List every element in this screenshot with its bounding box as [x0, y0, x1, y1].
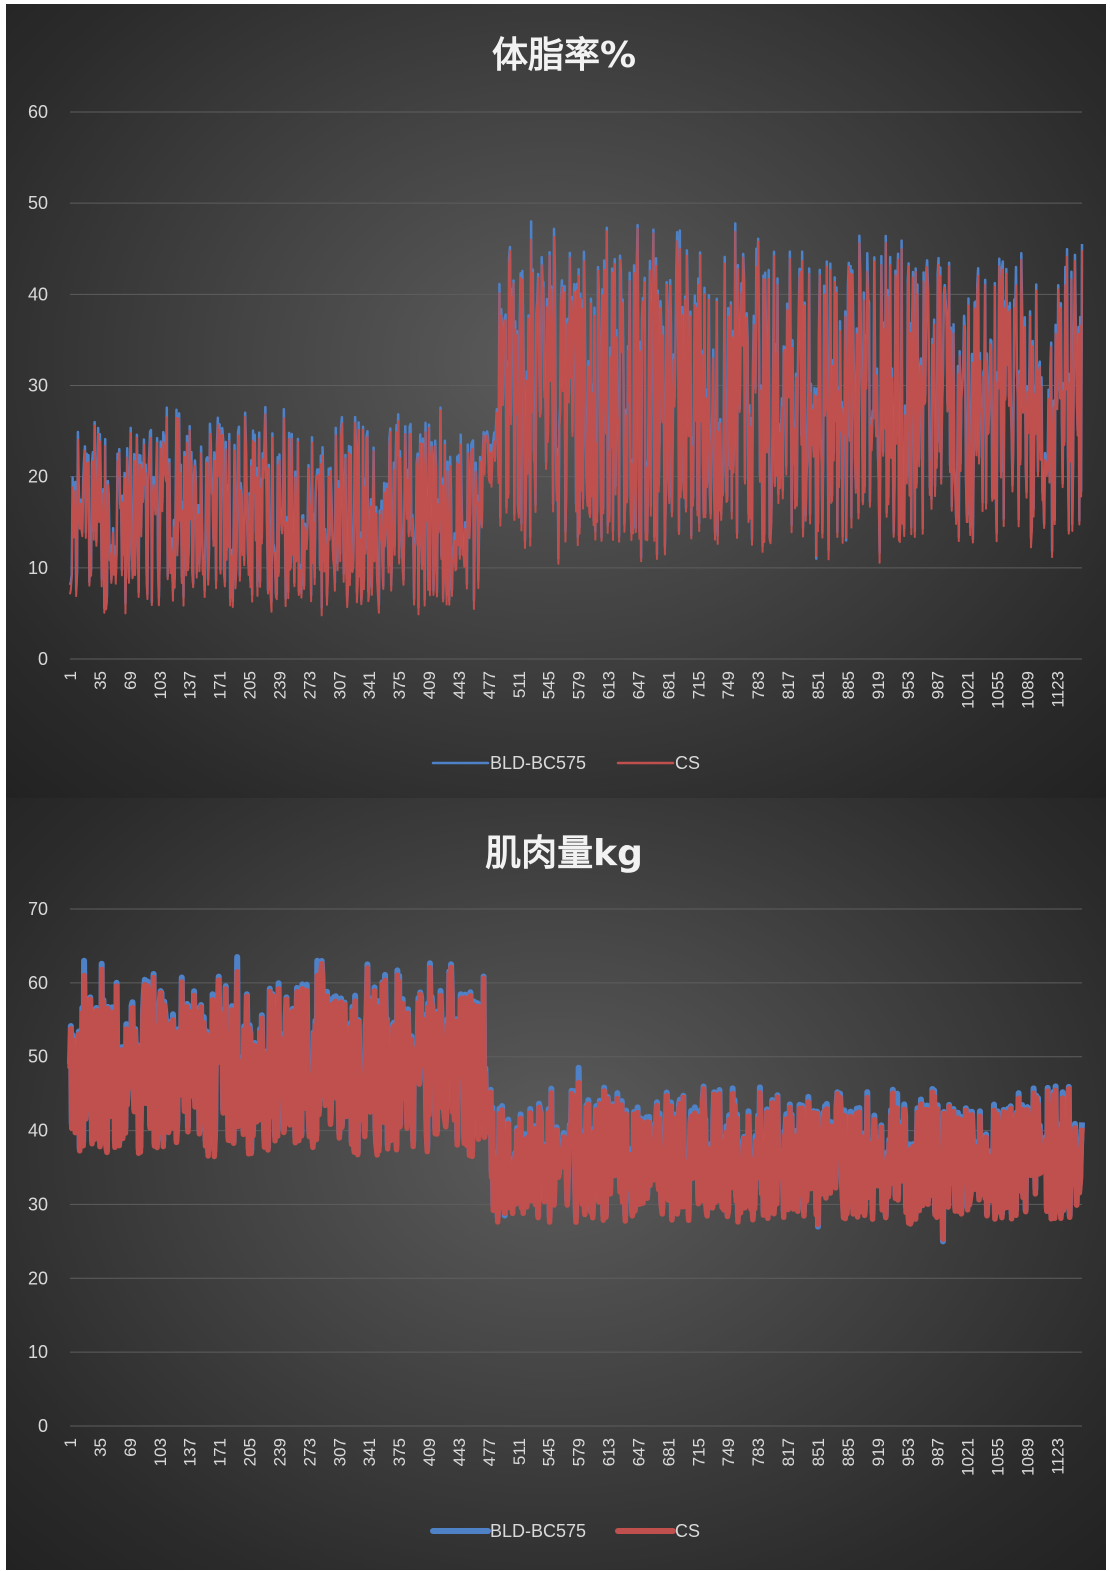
series-line-cs [69, 227, 1083, 617]
x-tick-label: 477 [480, 671, 499, 699]
x-tick-label: 137 [181, 671, 200, 699]
x-tick-label: 1021 [959, 671, 978, 709]
x-tick-label: 783 [749, 1438, 768, 1466]
x-tick-label: 1 [61, 1438, 80, 1447]
y-tick-label: 10 [28, 1342, 48, 1362]
x-tick-label: 171 [211, 671, 230, 699]
x-tick-label: 885 [839, 1438, 858, 1466]
x-tick-label: 613 [600, 671, 619, 699]
y-tick-label: 20 [28, 467, 48, 487]
x-tick-label: 885 [839, 671, 858, 699]
x-tick-label: 103 [151, 671, 170, 699]
x-tick-label: 749 [719, 1438, 738, 1466]
legend-label-cs: CS [675, 753, 700, 773]
chart-panel-body-fat: 体脂率% 0 10 20 30 40 50 60 1 35 69 103 137 171 205 239 273… [6, 4, 1106, 798]
x-tick-label: 205 [241, 1438, 260, 1466]
x-tick-label: 545 [540, 1438, 559, 1466]
x-tick-label: 205 [241, 671, 260, 699]
x-tick-label: 307 [330, 1438, 349, 1466]
x-tick-label: 69 [121, 1438, 140, 1457]
chart-muscle-mass: 肌肉量kg 0 10 20 30 40 50 60 70 1 35 69 103 137 171 205 239… [28, 833, 1085, 1541]
x-tick-label: 613 [600, 1438, 619, 1466]
y-tick-label: 30 [28, 376, 48, 396]
y-tick-label: 30 [28, 1194, 48, 1214]
x-tick-label: 1055 [989, 1438, 1008, 1476]
y-tick-label: 60 [28, 973, 48, 993]
y-tick-label: 50 [28, 193, 48, 213]
x-tick-label: 987 [929, 1438, 948, 1466]
x-tick-label: 375 [390, 1438, 409, 1466]
x-tick-label: 681 [659, 671, 678, 699]
x-tick-label: 69 [121, 671, 140, 690]
x-tick-label: 341 [360, 671, 379, 699]
x-tick-label: 375 [390, 671, 409, 699]
x-tick-label: 443 [450, 1438, 469, 1466]
y-tick-label: 0 [38, 649, 48, 669]
y-tick-label: 60 [28, 102, 48, 122]
x-tick-label: 953 [899, 1438, 918, 1466]
x-tick-label: 409 [420, 671, 439, 699]
x-tick-label: 715 [689, 1438, 708, 1466]
x-tick-label: 647 [629, 671, 648, 699]
y-tick-label: 40 [28, 284, 48, 304]
x-tick-label: 715 [689, 671, 708, 699]
x-tick-label: 409 [420, 1438, 439, 1466]
x-tick-label: 579 [570, 671, 589, 699]
x-tick-label: 1055 [989, 671, 1008, 709]
x-tick-label: 273 [300, 1438, 319, 1466]
x-tick-label: 443 [450, 671, 469, 699]
x-tick-label: 545 [540, 671, 559, 699]
y-tick-label: 40 [28, 1121, 48, 1141]
x-tick-label: 239 [270, 671, 289, 699]
x-tick-label: 477 [480, 1438, 499, 1466]
x-tick-label: 919 [869, 671, 888, 699]
x-tick-label: 137 [181, 1438, 200, 1466]
x-tick-label: 851 [809, 1438, 828, 1466]
x-tick-label: 1123 [1048, 671, 1067, 708]
chart-title: 体脂率% [492, 35, 636, 76]
y-tick-label: 10 [28, 558, 48, 578]
x-tick-label: 307 [330, 671, 349, 699]
x-tick-label: 239 [270, 1438, 289, 1466]
x-tick-label: 511 [510, 1438, 529, 1465]
x-tick-label: 171 [211, 1438, 230, 1466]
x-tick-label: 103 [151, 1438, 170, 1466]
x-tick-label: 341 [360, 1438, 379, 1466]
x-tick-label: 987 [929, 671, 948, 699]
x-tick-label: 647 [629, 1438, 648, 1466]
x-tick-label: 919 [869, 1438, 888, 1466]
x-tick-label: 953 [899, 671, 918, 699]
x-tick-label: 1 [61, 671, 80, 680]
legend-label-cs: CS [675, 1521, 700, 1541]
x-tick-label: 35 [91, 671, 110, 690]
x-tick-label: 851 [809, 671, 828, 699]
x-tick-label: 817 [779, 1438, 798, 1466]
y-tick-label: 20 [28, 1268, 48, 1288]
x-tick-label: 273 [300, 671, 319, 699]
chart-panel-muscle-mass: 肌肉量kg 0 10 20 30 40 50 60 70 1 35 69 103 137 171 205 239… [6, 798, 1106, 1570]
y-tick-label: 70 [28, 899, 48, 919]
x-tick-label: 511 [510, 671, 529, 698]
x-tick-label: 817 [779, 671, 798, 699]
series-line-cs [67, 961, 1085, 1242]
y-tick-label: 50 [28, 1047, 48, 1067]
y-tick-label: 0 [38, 1416, 48, 1436]
legend-label-bld-bc575: BLD-BC575 [490, 753, 586, 773]
chart-body-fat: 体脂率% 0 10 20 30 40 50 60 1 35 69 103 137 171 205 239 273… [28, 35, 1084, 773]
x-tick-label: 579 [570, 1438, 589, 1466]
x-tick-label: 1089 [1018, 671, 1037, 709]
x-tick-label: 35 [91, 1438, 110, 1457]
x-tick-label: 1021 [959, 1438, 978, 1476]
x-tick-label: 1123 [1048, 1438, 1067, 1475]
x-tick-label: 783 [749, 671, 768, 699]
chart-title: 肌肉量kg [485, 833, 643, 874]
x-tick-label: 681 [659, 1438, 678, 1466]
x-tick-label: 749 [719, 671, 738, 699]
legend-label-bld-bc575: BLD-BC575 [490, 1521, 586, 1541]
x-tick-label: 1089 [1018, 1438, 1037, 1476]
